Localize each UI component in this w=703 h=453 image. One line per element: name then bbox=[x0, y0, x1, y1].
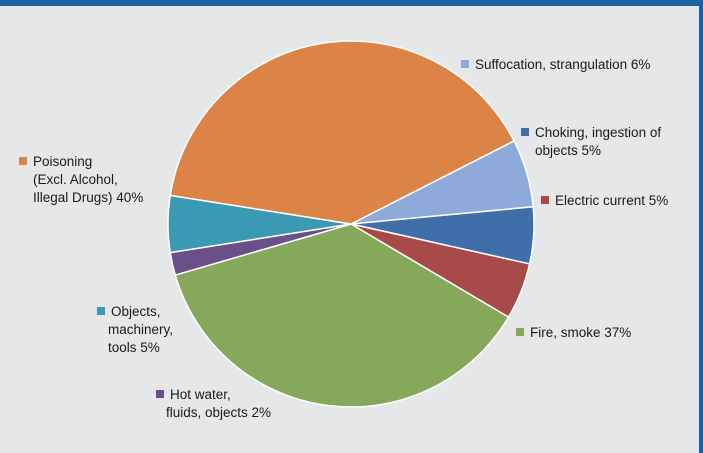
right-accent-bar bbox=[699, 0, 703, 453]
legend-swatch bbox=[521, 128, 529, 136]
legend-swatch bbox=[97, 307, 105, 315]
legend-swatch bbox=[541, 196, 549, 204]
label-objects: Objects, machinery, tools 5% bbox=[97, 303, 173, 357]
pie-slice-3 bbox=[174, 223, 510, 408]
pie-slice-6 bbox=[169, 40, 516, 225]
legend-swatch bbox=[156, 390, 164, 398]
label-hot-water: Hot water, fluids, objects 2% bbox=[156, 386, 271, 422]
legend-swatch bbox=[461, 60, 469, 68]
legend-swatch bbox=[516, 328, 524, 336]
top-accent-bar bbox=[0, 0, 703, 6]
label-poisoning: Poisoning (Excl. Alcohol, Illegal Drugs)… bbox=[19, 153, 143, 207]
label-choking: Choking, ingestion of objects 5% bbox=[521, 124, 661, 160]
legend-swatch bbox=[19, 157, 27, 165]
label-electric: Electric current 5% bbox=[541, 192, 668, 210]
label-fire: Fire, smoke 37% bbox=[516, 324, 631, 342]
label-suffocation: Suffocation, strangulation 6% bbox=[461, 56, 650, 74]
